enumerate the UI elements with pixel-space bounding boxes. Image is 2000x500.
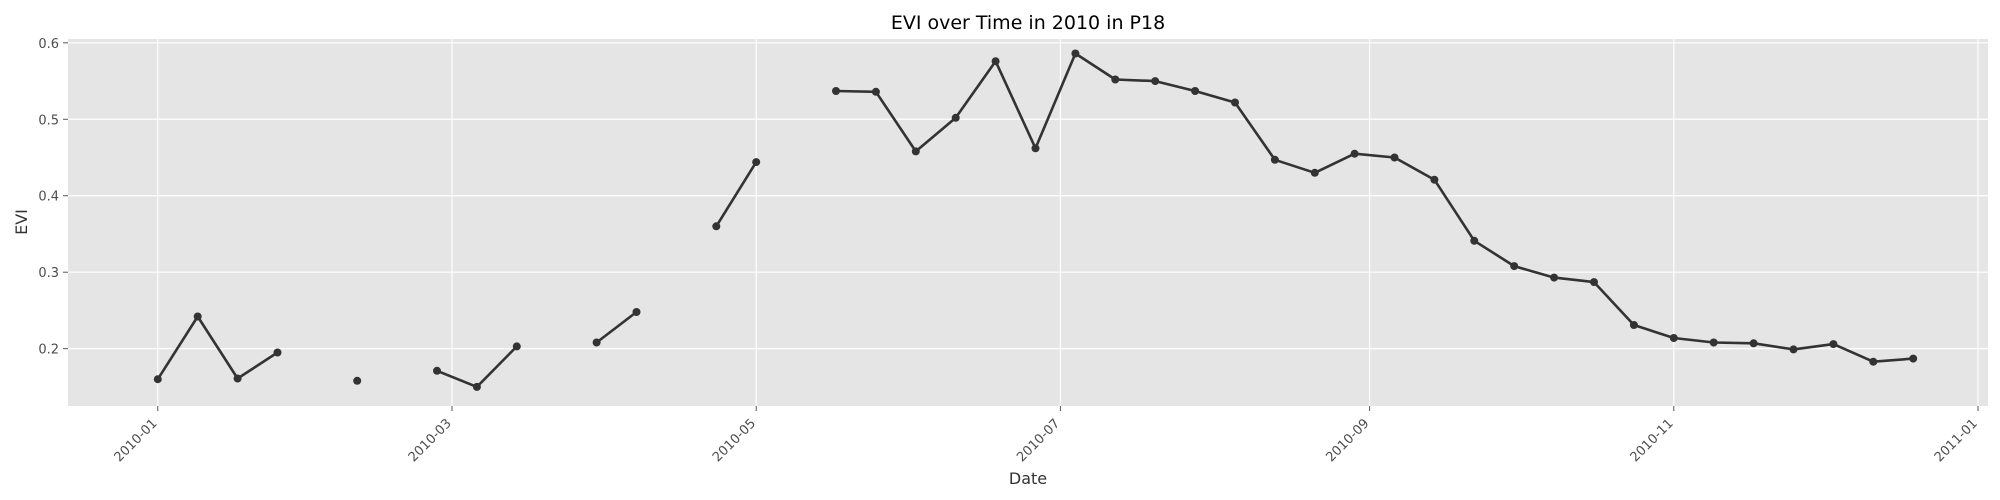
data-point: [1629, 321, 1638, 329]
x-tick-label: 2010-07: [1014, 416, 1063, 465]
y-axis-ticks: 0.2 0.3 0.4 0.5 0.6: [38, 37, 68, 358]
x-axis-label: Date: [1009, 469, 1047, 488]
x-tick-label: 2010-05: [710, 416, 759, 465]
grid-lines: [68, 39, 1988, 406]
x-tick-label: 2010-01: [112, 416, 161, 465]
x-tick-label: 2011-01: [1932, 416, 1981, 465]
data-point: [512, 342, 521, 351]
data-series: [153, 49, 1918, 391]
y-tick-label: 0.3: [38, 266, 59, 281]
data-point: [752, 158, 761, 167]
x-axis-ticks: 2010-01 2010-03 2010-05 2010-07 2010-09 2010-…: [112, 406, 1981, 465]
x-tick-label: 2010-11: [1628, 416, 1677, 465]
series-line-segment: [156, 315, 279, 380]
data-point: [273, 348, 282, 357]
data-point: [1669, 334, 1678, 342]
data-point: [1709, 338, 1718, 347]
y-tick-label: 0.5: [38, 113, 59, 128]
data-point: [1111, 75, 1120, 84]
data-point: [433, 366, 441, 375]
data-point: [193, 312, 202, 321]
series-line-segment: [715, 161, 758, 227]
data-point: [632, 308, 641, 316]
data-point: [871, 87, 880, 96]
data-point: [911, 147, 920, 156]
data-point: [1191, 87, 1200, 95]
data-point: [991, 57, 1000, 66]
data-point: [832, 87, 840, 95]
data-point: [233, 374, 242, 383]
data-point: [1869, 357, 1878, 366]
data-point: [1590, 278, 1598, 287]
data-point: [1909, 354, 1918, 363]
data-point: [472, 382, 481, 391]
data-point: [1789, 345, 1798, 354]
plot-background: [68, 39, 1988, 406]
data-point: [951, 113, 960, 122]
y-axis-label: EVI: [12, 209, 31, 235]
data-point: [712, 222, 721, 231]
data-point: [1829, 340, 1838, 349]
data-point: [1390, 153, 1399, 162]
data-point: [592, 338, 601, 347]
data-point: [1470, 236, 1479, 245]
data-point: [1749, 339, 1758, 348]
data-point: [353, 376, 362, 385]
data-point: [1510, 262, 1519, 271]
series-line-segment: [595, 310, 638, 344]
data-point: [1151, 77, 1160, 86]
y-tick-label: 0.2: [38, 343, 59, 358]
chart-title: EVI over Time in 2010 in P18: [891, 12, 1165, 34]
data-point: [1550, 273, 1559, 282]
data-point: [1031, 144, 1040, 153]
data-point: [1071, 49, 1080, 58]
data-point: [1310, 168, 1319, 177]
data-point: [1430, 175, 1439, 184]
data-point: [1231, 98, 1239, 107]
data-point: [1350, 149, 1359, 158]
x-tick-label: 2010-09: [1323, 416, 1372, 465]
y-tick-label: 0.6: [38, 37, 59, 52]
data-point: [153, 375, 162, 384]
data-point: [1270, 155, 1279, 164]
y-tick-label: 0.4: [38, 190, 59, 205]
x-tick-label: 2010-03: [406, 416, 455, 465]
series-line-segment: [835, 52, 1914, 363]
